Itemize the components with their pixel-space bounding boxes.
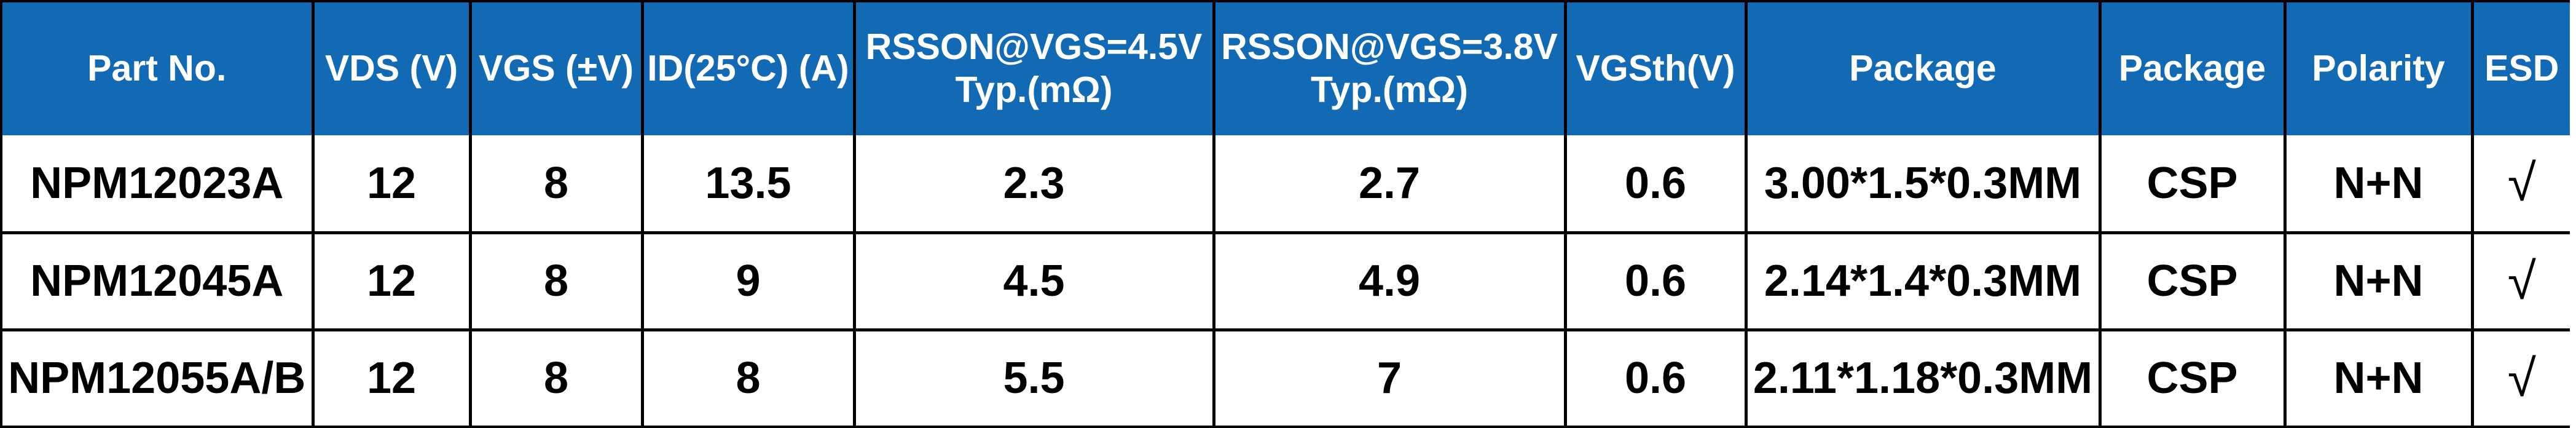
esd-check-mark: √: [2470, 328, 2570, 428]
cell-vgs: 8: [468, 135, 644, 234]
col-header-vds: VDS (V): [311, 0, 472, 135]
col-header-part-no: Part No.: [0, 0, 315, 135]
cell-rsson-3v8: 7: [1212, 328, 1567, 428]
cell-polarity: N+N: [2283, 231, 2474, 331]
table-row: NPM12023A 12 8 13.5 2.3 2.7 0.6 3.00*1.5…: [0, 135, 2570, 234]
cell-rsson-3v8: 2.7: [1212, 135, 1567, 234]
col-header-esd: ESD: [2470, 0, 2570, 135]
col-header-package-size: Package: [1744, 0, 2102, 135]
cell-part-no: NPM12045A: [0, 231, 315, 331]
cell-polarity: N+N: [2283, 135, 2474, 234]
cell-rsson-3v8: 4.9: [1212, 231, 1567, 331]
cell-package-type: CSP: [2098, 231, 2287, 331]
cell-vds: 12: [311, 328, 472, 428]
cell-vgs: 8: [468, 231, 644, 331]
table-row: NPM12055A/B 12 8 8 5.5 7 0.6 2.11*1.18*0…: [0, 328, 2570, 428]
table-header-row: Part No. VDS (V) VGS (±V) ID(25°C) (A) R…: [0, 0, 2570, 135]
col-header-package-type: Package: [2098, 0, 2287, 135]
cell-package-type: CSP: [2098, 135, 2287, 234]
cell-package-size: 2.11*1.18*0.3MM: [1744, 328, 2102, 428]
cell-vgsth: 0.6: [1563, 328, 1748, 428]
cell-part-no: NPM12055A/B: [0, 328, 315, 428]
esd-check-mark: √: [2470, 135, 2570, 234]
cell-id-25c: 8: [640, 328, 856, 428]
cell-package-size: 3.00*1.5*0.3MM: [1744, 135, 2102, 234]
cell-vgsth: 0.6: [1563, 231, 1748, 331]
cell-package-type: CSP: [2098, 328, 2287, 428]
cell-part-no: NPM12023A: [0, 135, 315, 234]
cell-vgsth: 0.6: [1563, 135, 1748, 234]
cell-rsson-4v5: 5.5: [852, 328, 1215, 428]
cell-vds: 12: [311, 135, 472, 234]
cell-package-size: 2.14*1.4*0.3MM: [1744, 231, 2102, 331]
cell-vgs: 8: [468, 328, 644, 428]
col-header-rsson-vgs-3v8: RSSON@VGS=3.8V Typ.(mΩ): [1212, 0, 1567, 135]
col-header-vgsth: VGSth(V): [1563, 0, 1748, 135]
col-header-vgs: VGS (±V): [468, 0, 644, 135]
cell-rsson-4v5: 2.3: [852, 135, 1215, 234]
esd-check-mark: √: [2470, 231, 2570, 331]
cell-vds: 12: [311, 231, 472, 331]
cell-polarity: N+N: [2283, 328, 2474, 428]
cell-id-25c: 13.5: [640, 135, 856, 234]
table-row: NPM12045A 12 8 9 4.5 4.9 0.6 2.14*1.4*0.…: [0, 231, 2570, 331]
col-header-rsson-vgs-4v5: RSSON@VGS=4.5V Typ.(mΩ): [852, 0, 1215, 135]
col-header-id-25c: ID(25°C) (A): [640, 0, 856, 135]
cell-rsson-4v5: 4.5: [852, 231, 1215, 331]
col-header-polarity: Polarity: [2283, 0, 2474, 135]
cell-id-25c: 9: [640, 231, 856, 331]
